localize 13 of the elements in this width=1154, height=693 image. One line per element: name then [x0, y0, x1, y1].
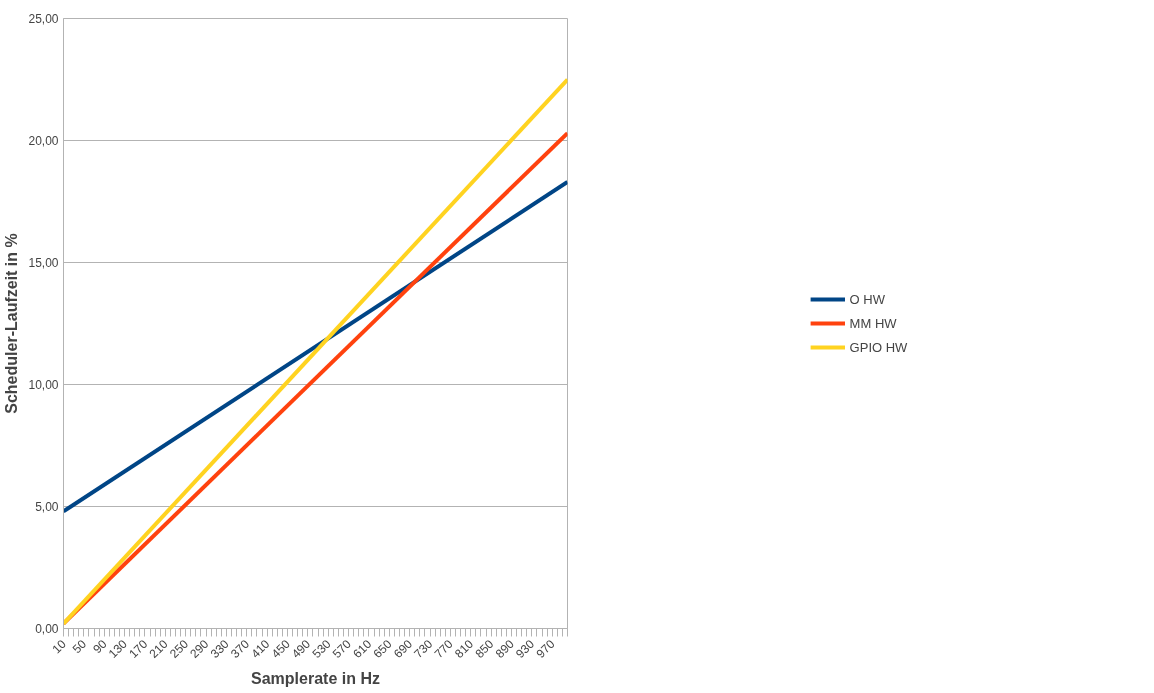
legend-label: GPIO HW: [849, 339, 908, 355]
legend-label: MM HW: [849, 315, 897, 331]
y-tick-label: 5,00: [35, 500, 59, 514]
y-tick-label: 0,00: [35, 622, 59, 636]
legend-label: O HW: [849, 291, 885, 307]
x-axis-title: Samplerate in Hz: [251, 670, 380, 688]
x-tick-label: 10: [49, 636, 70, 657]
y-tick-label: 15,00: [28, 256, 59, 270]
y-tick-label: 25,00: [28, 12, 59, 26]
y-tick-label: 20,00: [28, 134, 59, 148]
x-tick-label: 50: [69, 636, 90, 657]
y-tick-label: 10,00: [28, 378, 59, 392]
y-axis-title: Scheduler-Laufzeit in %: [3, 233, 21, 414]
